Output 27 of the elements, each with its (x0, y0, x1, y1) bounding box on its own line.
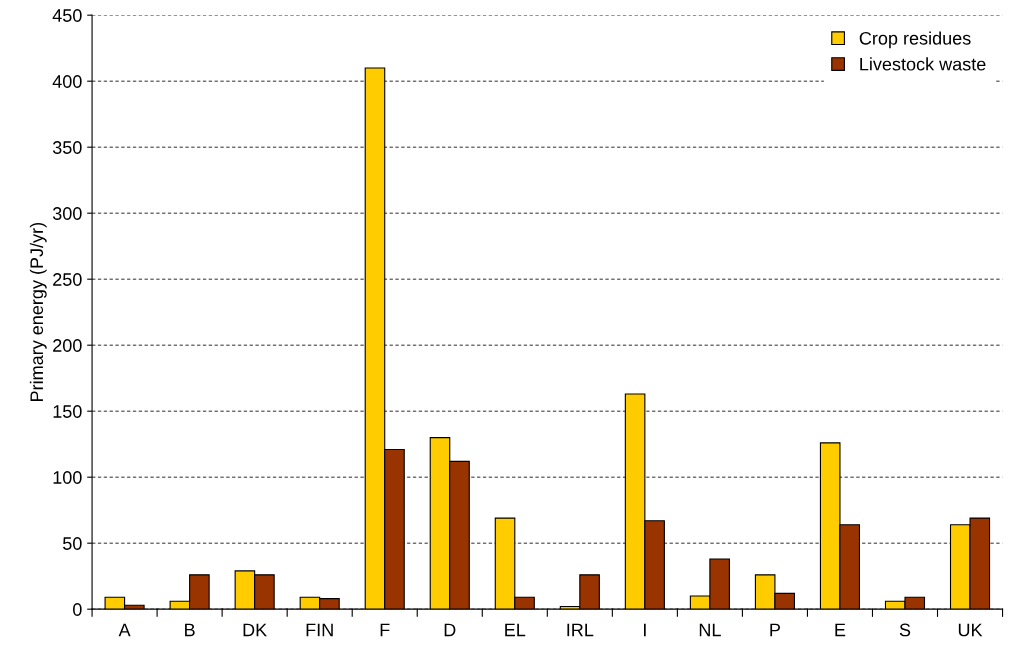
legend-label: Livestock waste (860, 57, 986, 71)
x-tick-label: NL (699, 623, 721, 637)
x-tick-label: B (185, 623, 195, 637)
x-tick-label: UK (958, 623, 983, 637)
y-tick-label: 250 (53, 273, 82, 286)
x-tick-label: P (770, 623, 780, 637)
x-tick-label: FIN (306, 623, 333, 637)
y-tick-label: 100 (53, 471, 82, 484)
x-tick-label: DK (243, 623, 267, 637)
x-tick-label: EL (505, 623, 526, 637)
y-tick-label: 150 (53, 405, 82, 418)
x-tick-label: A (118, 623, 131, 637)
y-tick-label: 400 (52, 75, 82, 88)
y-axis-title: Primary energy (PJ/yr) (29, 223, 47, 401)
y-tick-label: 450 (52, 9, 82, 22)
y-tick-label: 350 (52, 141, 82, 154)
x-tick-label: F (380, 623, 390, 637)
y-tick-label: 200 (53, 339, 82, 352)
y-tick-label: 300 (52, 207, 82, 220)
x-tick-label: IRL (567, 623, 594, 637)
y-tick-label: 50 (62, 537, 82, 550)
y-tick-label: 0 (73, 603, 82, 616)
legend-label: Crop residues (859, 31, 971, 49)
x-tick-label: E (835, 623, 846, 637)
x-tick-label: D (444, 623, 456, 637)
x-tick-label: I (644, 623, 646, 637)
x-tick-label: S (899, 623, 911, 637)
